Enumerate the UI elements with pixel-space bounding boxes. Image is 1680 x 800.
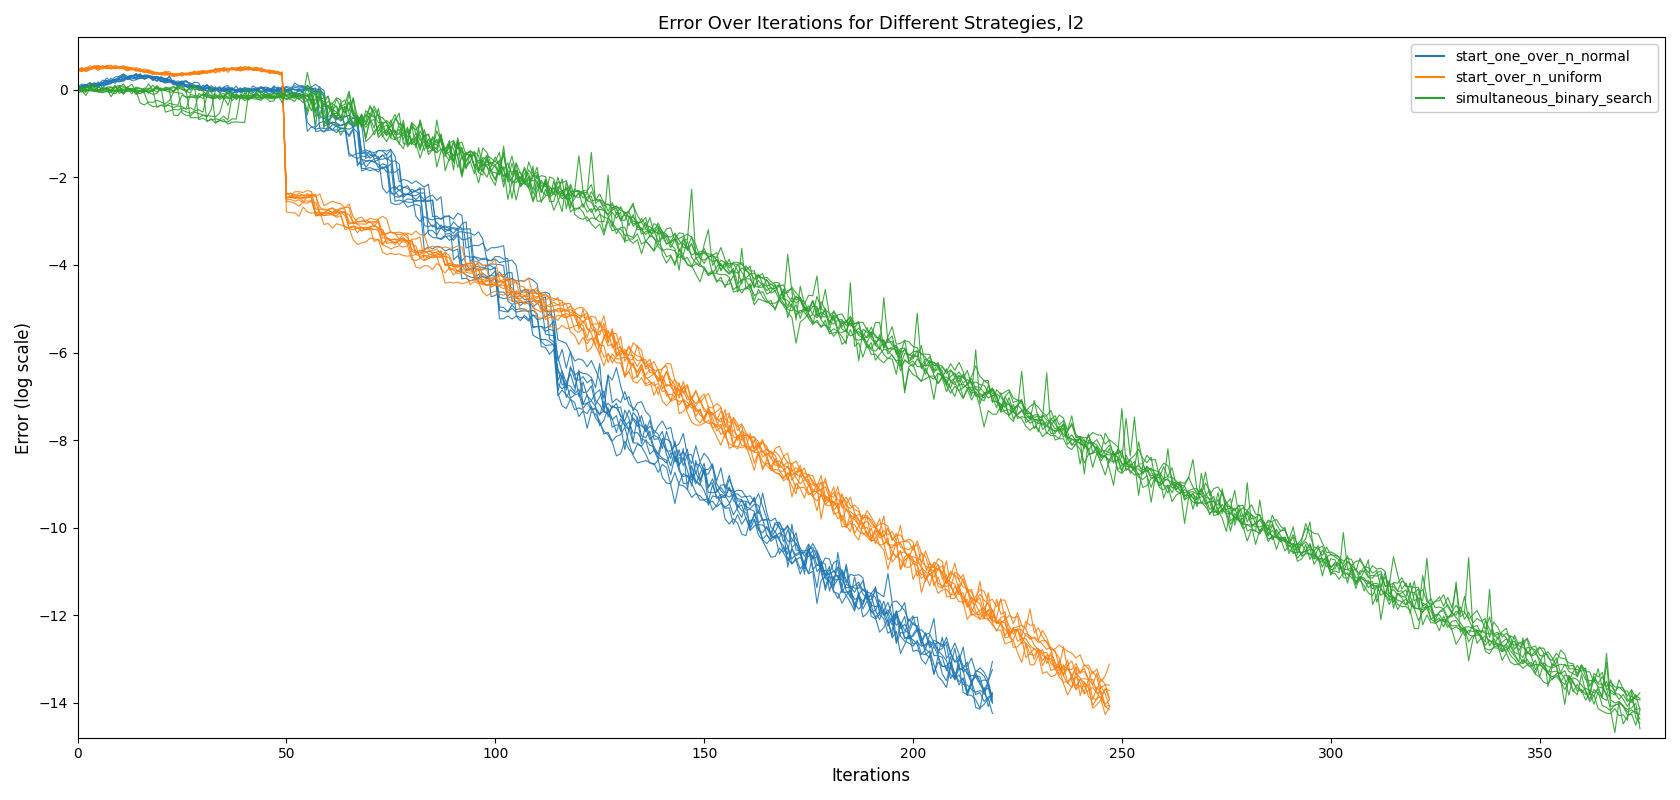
Legend: start_one_over_n_normal, start_over_n_uniform, simultaneous_binary_search: start_one_over_n_normal, start_over_n_un… (1411, 44, 1658, 112)
Title: Error Over Iterations for Different Strategies, l2: Error Over Iterations for Different Stra… (659, 15, 1084, 33)
X-axis label: Iterations: Iterations (832, 767, 911, 785)
Y-axis label: Error (log scale): Error (log scale) (15, 322, 34, 454)
